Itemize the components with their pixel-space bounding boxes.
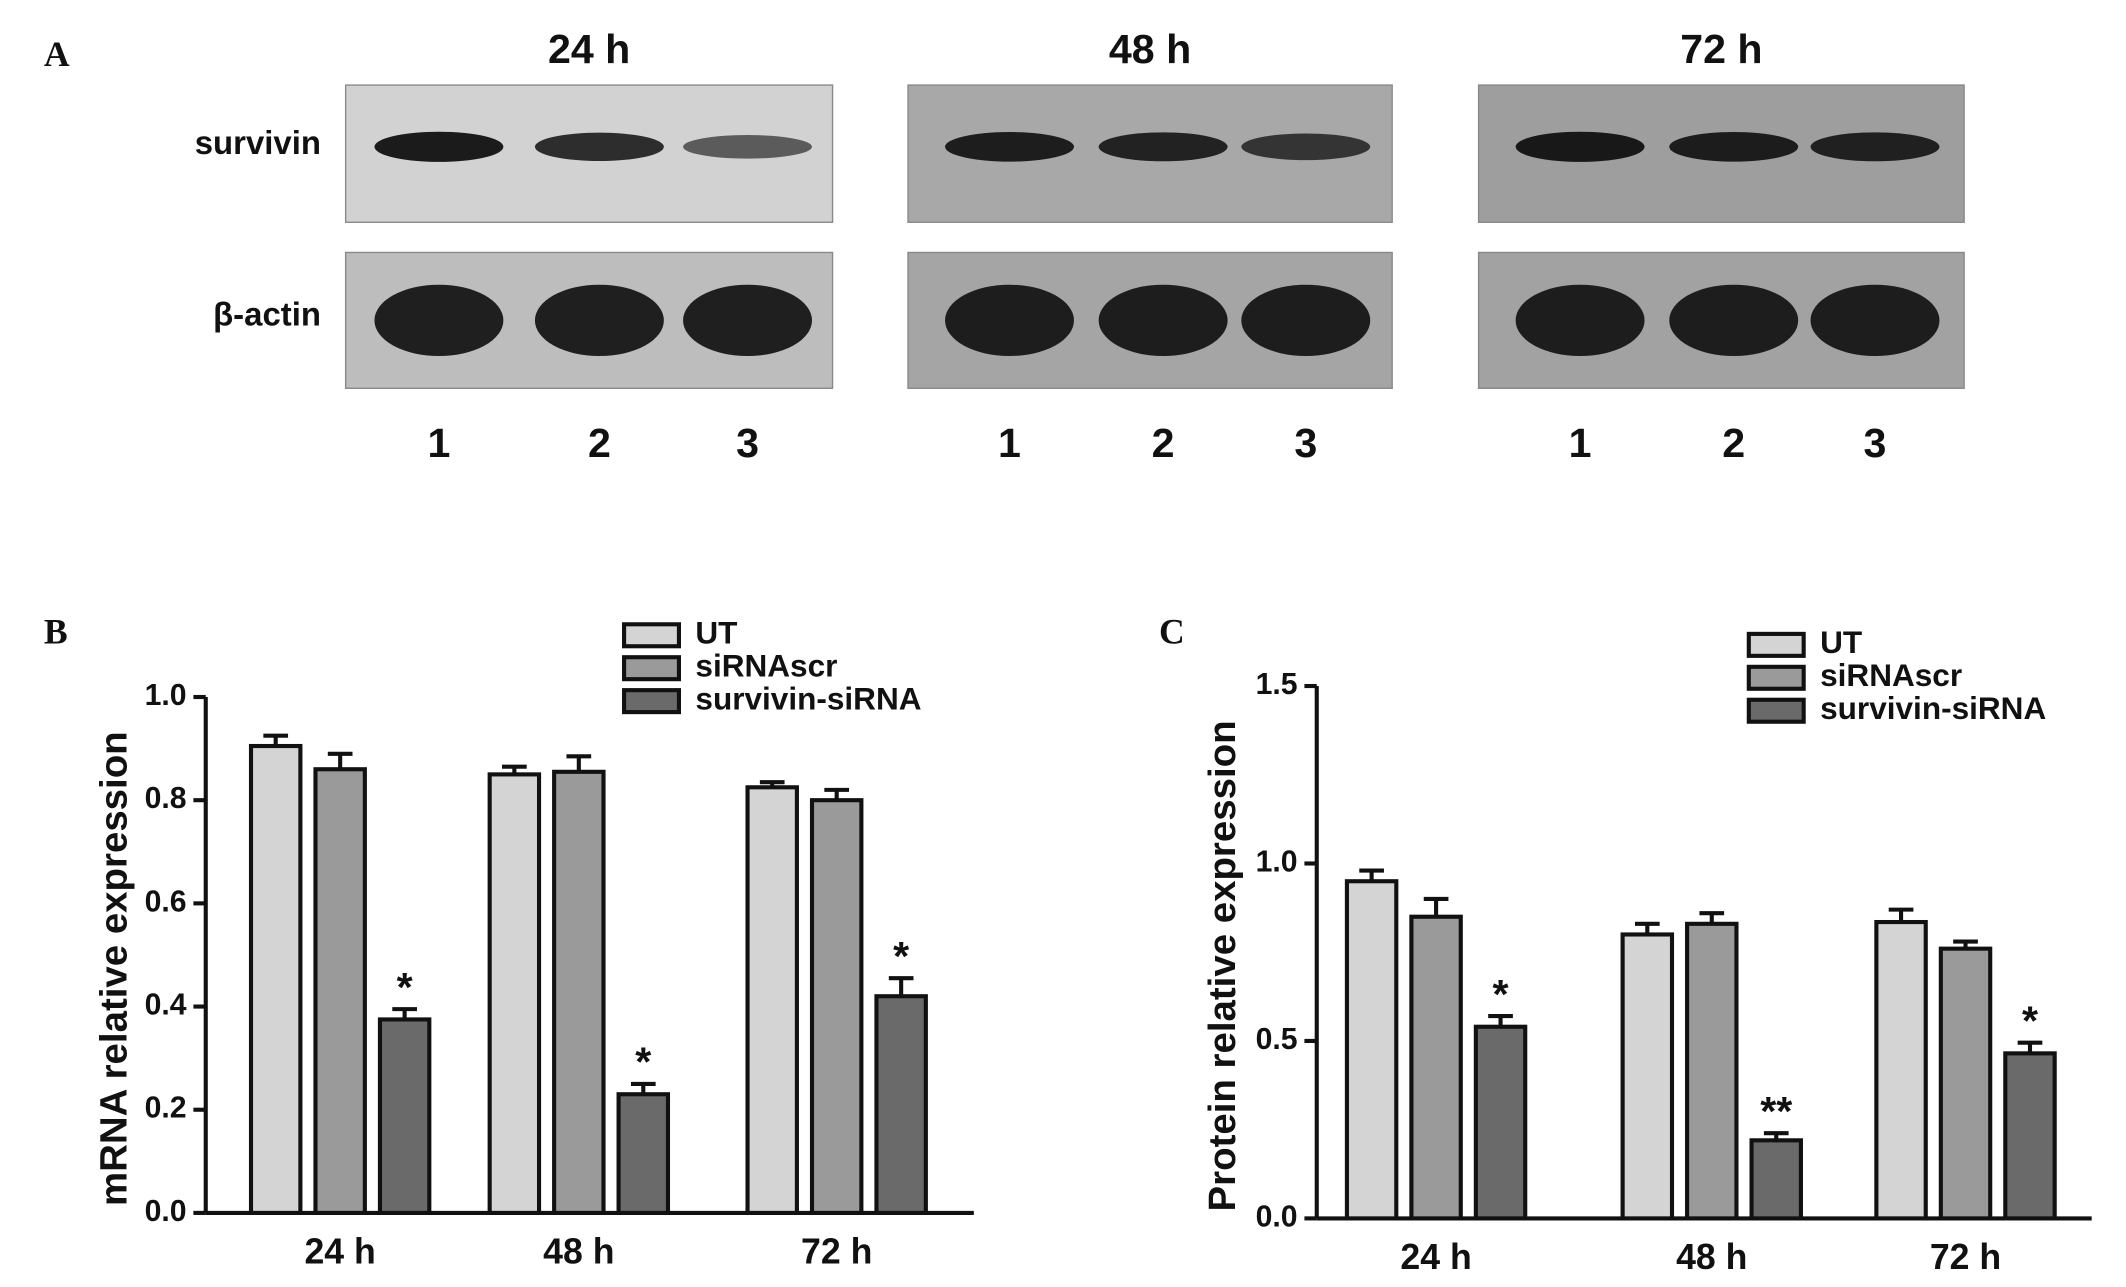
- lane-label: 3: [736, 420, 759, 466]
- bar: [1473, 1024, 1528, 1221]
- bar: [1409, 914, 1463, 1221]
- bar: [1620, 932, 1675, 1221]
- blot-band: [374, 131, 504, 162]
- blot-band: [1515, 131, 1645, 162]
- legend-swatch: [1746, 697, 1806, 724]
- significance: **: [1760, 1088, 1792, 1134]
- bar: [809, 798, 864, 1215]
- bar: [487, 772, 542, 1215]
- y-tick-label: 1.5: [1256, 668, 1298, 701]
- blot-band: [1241, 133, 1371, 161]
- y-tick-label: 1.0: [1256, 845, 1298, 878]
- legend-label: survivin-siRNA: [695, 680, 921, 716]
- lane-label: 3: [1294, 420, 1317, 466]
- y-tick-label: 0.2: [145, 1092, 187, 1125]
- blot-band: [534, 132, 664, 161]
- x-tick-label: 48 h: [1676, 1237, 1747, 1277]
- blot-band: [683, 135, 812, 159]
- time-label: 24 h: [548, 26, 630, 72]
- panel-letter: B: [44, 611, 68, 651]
- bar: [1874, 919, 1928, 1221]
- blot-band: [1098, 132, 1228, 162]
- x-tick-label: 24 h: [304, 1231, 375, 1271]
- bar: [248, 743, 303, 1215]
- bar: [1344, 879, 1399, 1221]
- legend-label: siRNAscr: [695, 648, 837, 684]
- bar: [874, 994, 928, 1215]
- blot-band: [534, 284, 664, 357]
- bar: [377, 1017, 432, 1215]
- significance: *: [1493, 971, 1509, 1017]
- blot-band: [683, 284, 812, 357]
- time-label: 72 h: [1680, 26, 1762, 72]
- legend-swatch: [1746, 631, 1806, 658]
- blot-band: [374, 284, 504, 357]
- row-label: β-actin: [213, 296, 321, 333]
- y-tick-label: 0.0: [1256, 1200, 1298, 1233]
- x-tick-label: 72 h: [801, 1231, 872, 1271]
- bar: [2003, 1051, 2057, 1221]
- lane-label: 1: [1569, 420, 1592, 466]
- bar: [745, 785, 799, 1215]
- blot-band: [1669, 284, 1799, 357]
- legend-swatch: [622, 688, 682, 715]
- blot-band: [1098, 284, 1228, 357]
- y-axis-title: Protein relative expression: [1201, 720, 1244, 1211]
- legend-swatch: [1746, 664, 1806, 691]
- legend-label: siRNAscr: [1820, 657, 1962, 693]
- x-tick-label: 72 h: [1930, 1237, 2001, 1277]
- bar: [552, 769, 606, 1215]
- bar: [313, 767, 367, 1215]
- significance: *: [2022, 997, 2038, 1043]
- y-tick-label: 0.4: [145, 989, 187, 1022]
- y-axis-title: mRNA relative expression: [93, 731, 136, 1206]
- time-label: 48 h: [1109, 26, 1191, 72]
- bar: [616, 1092, 671, 1215]
- legend-label: UT: [1820, 624, 1862, 660]
- lane-label: 2: [1152, 420, 1175, 466]
- y-tick-label: 0.0: [145, 1195, 187, 1228]
- lane-label: 2: [1722, 420, 1745, 466]
- blot-band: [1515, 284, 1645, 357]
- lane-label: 1: [998, 420, 1021, 466]
- significance: *: [893, 933, 909, 979]
- legend-swatch: [622, 655, 682, 682]
- lane-label: 1: [427, 420, 450, 466]
- y-tick-label: 0.6: [145, 885, 187, 918]
- row-label: survivin: [195, 124, 321, 161]
- significance: *: [397, 964, 413, 1010]
- legend-label: UT: [695, 615, 737, 651]
- blot-band: [1810, 132, 1940, 162]
- y-tick-label: 0.5: [1256, 1023, 1298, 1056]
- bar: [1749, 1138, 1803, 1221]
- y-tick-label: 1.0: [145, 679, 187, 712]
- panel-letter: A: [44, 34, 70, 74]
- bar: [1938, 946, 1993, 1221]
- blot-band: [945, 284, 1074, 357]
- y-tick-label: 0.8: [145, 782, 187, 815]
- lane-label: 3: [1864, 420, 1887, 466]
- blot-band: [945, 132, 1074, 162]
- significance: *: [635, 1039, 651, 1085]
- blot-band: [1241, 284, 1371, 357]
- lane-label: 2: [588, 420, 611, 466]
- blot-band: [1669, 132, 1799, 162]
- legend-label: survivin-siRNA: [1820, 690, 2046, 726]
- x-tick-label: 24 h: [1400, 1237, 1471, 1277]
- bar: [1685, 921, 1739, 1221]
- blot-band: [1810, 284, 1940, 357]
- panel-letter: C: [1159, 611, 1185, 651]
- legend-swatch: [622, 622, 682, 649]
- x-tick-label: 48 h: [543, 1231, 614, 1271]
